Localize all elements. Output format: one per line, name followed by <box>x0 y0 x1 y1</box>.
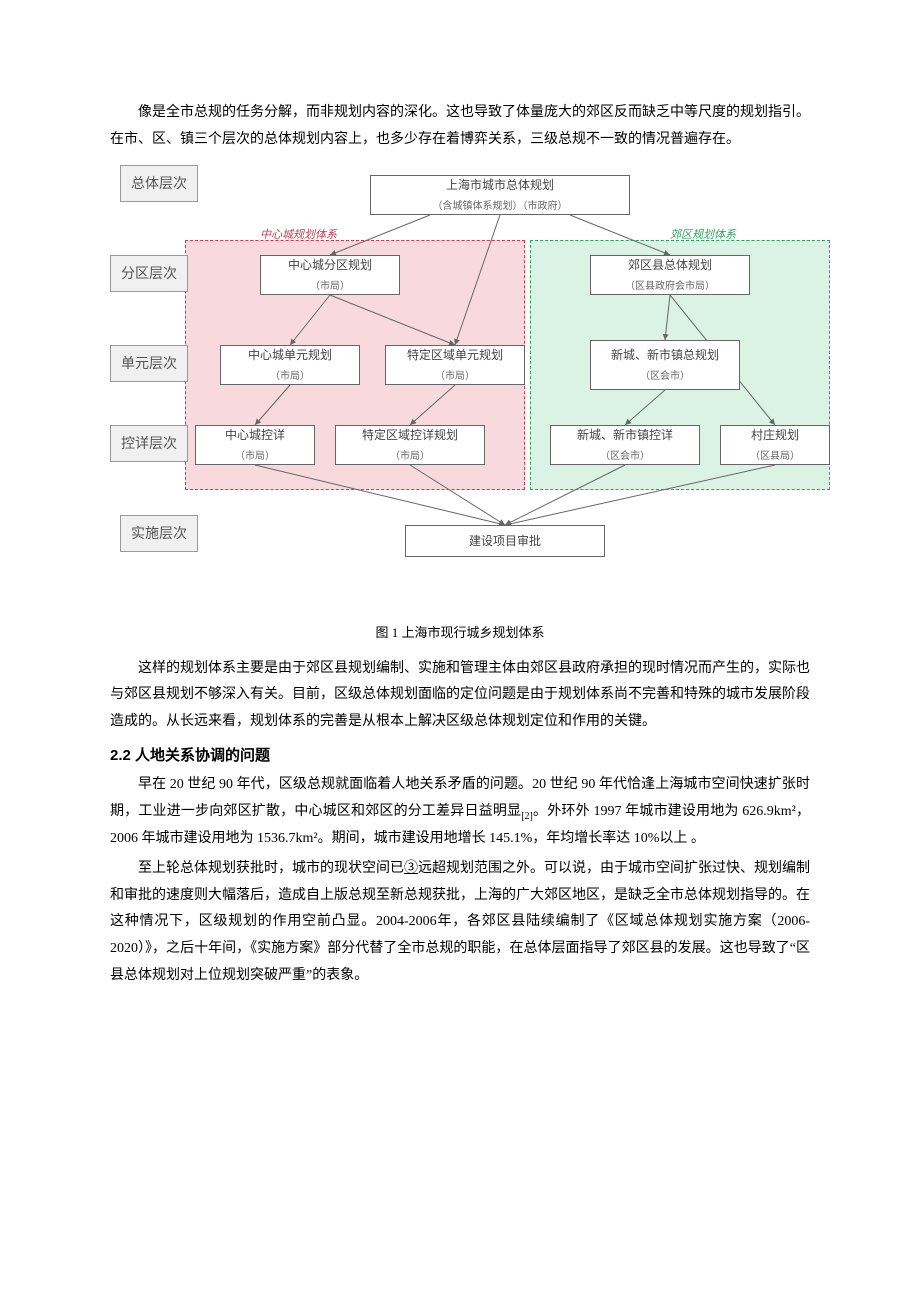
node-subtitle: （区会市） <box>557 447 693 466</box>
paragraph-4b: 远超规划范围之外。可以说，由于城市空间扩张过快、规划编制和审批的速度则大幅落后，… <box>110 861 810 982</box>
node-subtitle: （市局） <box>267 277 393 296</box>
node-subtitle: （市局） <box>227 367 353 386</box>
figure-1-wrap: 总体层次分区层次单元层次控详层次实施层次 中心城规划体系 郊区规划体系 上海市城市总体… <box>110 165 810 646</box>
node-title: 上海市城市总体规划 <box>377 174 623 197</box>
node-title: 中心城分区规划 <box>267 254 393 277</box>
paragraph-4a: 至上轮总体规划获批时，城市的现状空间已 <box>138 861 404 876</box>
node-title: 郊区县总体规划 <box>597 254 743 277</box>
node-suburb_master: 郊区县总体规划（区县政府会市局） <box>590 255 750 295</box>
node-title: 特定区域控详规划 <box>342 424 478 447</box>
node-village: 村庄规划（区县局） <box>720 425 830 465</box>
node-subtitle: （含城镇体系规划）（市政府） <box>377 197 623 216</box>
tier-label-overall: 总体层次 <box>120 165 198 202</box>
node-bottom: 建设项目审批 <box>405 525 605 557</box>
node-special_detail: 特定区域控详规划（市局） <box>335 425 485 465</box>
node-title: 中心城控详 <box>202 424 308 447</box>
node-subtitle: （市局） <box>342 447 478 466</box>
paragraph-4: 至上轮总体规划获批时，城市的现状空间已③远超规划范围之外。可以说，由于城市空间扩… <box>110 856 810 989</box>
node-title: 新城、新市镇控详 <box>557 424 693 447</box>
citation-2: [2] <box>521 811 533 822</box>
tier-label-unit: 单元层次 <box>110 345 188 382</box>
tier-label-detail: 控详层次 <box>110 425 188 462</box>
tier-label-impl: 实施层次 <box>120 515 198 552</box>
node-newtown_master: 新城、新市镇总规划（区会市） <box>590 340 740 390</box>
zone-label-central: 中心城规划体系 <box>260 225 337 246</box>
node-special_unit: 特定区域单元规划（市局） <box>385 345 525 385</box>
paragraph-2: 这样的规划体系主要是由于郊区县规划编制、实施和管理主体由郊区县政府承担的现时情况… <box>110 656 810 736</box>
node-subtitle: （区县局） <box>727 447 823 466</box>
node-center_unit: 中心城单元规划（市局） <box>220 345 360 385</box>
node-newtown_detail: 新城、新市镇控详（区会市） <box>550 425 700 465</box>
node-subtitle: （区县政府会市局） <box>597 277 743 296</box>
node-title: 中心城单元规划 <box>227 344 353 367</box>
figure-1-caption: 图 1 上海市现行城乡规划体系 <box>110 621 810 646</box>
paragraph-3: 早在 20 世纪 90 年代，区级总规就面临着人地关系矛盾的问题。20 世纪 9… <box>110 772 810 852</box>
footnote-3-marker: ③ <box>404 861 418 876</box>
node-subtitle: （市局） <box>202 447 308 466</box>
node-subtitle: （市局） <box>392 367 518 386</box>
node-title: 新城、新市镇总规划 <box>597 344 733 367</box>
node-subtitle: （区会市） <box>597 367 733 386</box>
planning-hierarchy-diagram: 总体层次分区层次单元层次控详层次实施层次 中心城规划体系 郊区规划体系 上海市城市总体… <box>110 165 830 615</box>
node-center_detail: 中心城控详（市局） <box>195 425 315 465</box>
node-center_sub: 中心城分区规划（市局） <box>260 255 400 295</box>
node-title: 建设项目审批 <box>412 530 598 553</box>
node-title: 村庄规划 <box>727 424 823 447</box>
paragraph-1: 像是全市总规的任务分解，而非规划内容的深化。这也导致了体量庞大的郊区反而缺乏中等… <box>110 100 810 153</box>
section-2-2-heading: 2.2 人地关系协调的问题 <box>110 742 810 771</box>
node-top: 上海市城市总体规划（含城镇体系规划）（市政府） <box>370 175 630 215</box>
node-title: 特定区域单元规划 <box>392 344 518 367</box>
tier-label-subarea: 分区层次 <box>110 255 188 292</box>
zone-label-suburban: 郊区规划体系 <box>670 225 736 246</box>
